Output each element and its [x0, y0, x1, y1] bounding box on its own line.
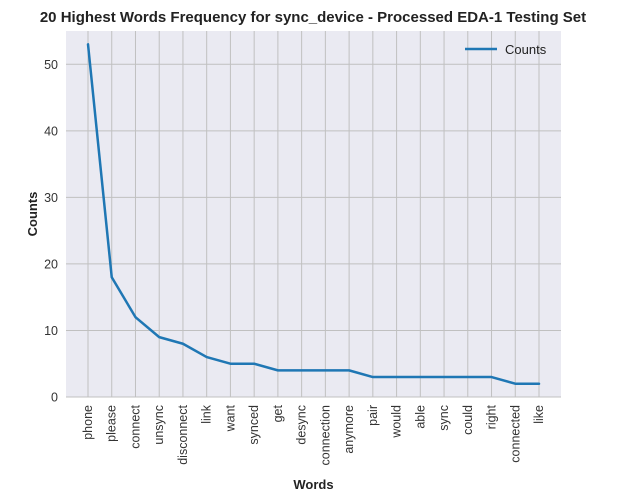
x-tick-label: anymore	[342, 405, 356, 454]
x-tick-label: link	[200, 404, 214, 424]
x-tick-label: please	[105, 405, 119, 442]
x-tick-label: able	[413, 405, 427, 429]
x-tick-label: connect	[128, 404, 142, 448]
grid	[66, 31, 561, 398]
y-tick-label: 0	[51, 391, 58, 405]
series-line-counts	[86, 43, 541, 385]
x-tick-label: unsync	[152, 405, 166, 445]
x-tick-label: connection	[318, 405, 332, 466]
x-tick-label: would	[390, 405, 404, 439]
x-tick-label: like	[532, 405, 546, 424]
y-tick-label: 20	[44, 257, 58, 271]
chart-title: 20 Highest Words Frequency for sync_devi…	[40, 9, 586, 26]
y-ticks: 0 10 20 30 40 50	[44, 58, 58, 405]
x-ticks: phone please connect unsync disconnect link wa…	[81, 404, 546, 465]
x-axis-label: Words	[293, 477, 333, 492]
x-tick-label: synced	[247, 405, 261, 445]
x-tick-label: want	[223, 404, 237, 432]
x-tick-label: pair	[366, 405, 380, 426]
y-axis-label: Counts	[25, 192, 40, 237]
x-tick-label: connected	[508, 405, 522, 463]
y-tick-label: 40	[44, 124, 58, 138]
legend: Counts	[465, 42, 547, 57]
y-tick-label: 10	[44, 324, 58, 338]
x-tick-label: disconnect	[176, 404, 190, 464]
legend-label-counts: Counts	[505, 42, 547, 57]
x-tick-label: phone	[81, 405, 95, 440]
y-tick-label: 30	[44, 191, 58, 205]
x-tick-label: could	[461, 405, 475, 435]
series-layer	[86, 43, 541, 385]
plot-area	[66, 31, 561, 397]
y-tick-label: 50	[44, 58, 58, 72]
x-tick-label: sync	[437, 405, 451, 431]
x-tick-label: desync	[295, 405, 309, 445]
x-tick-label: get	[271, 404, 285, 422]
x-tick-label: right	[485, 404, 499, 429]
